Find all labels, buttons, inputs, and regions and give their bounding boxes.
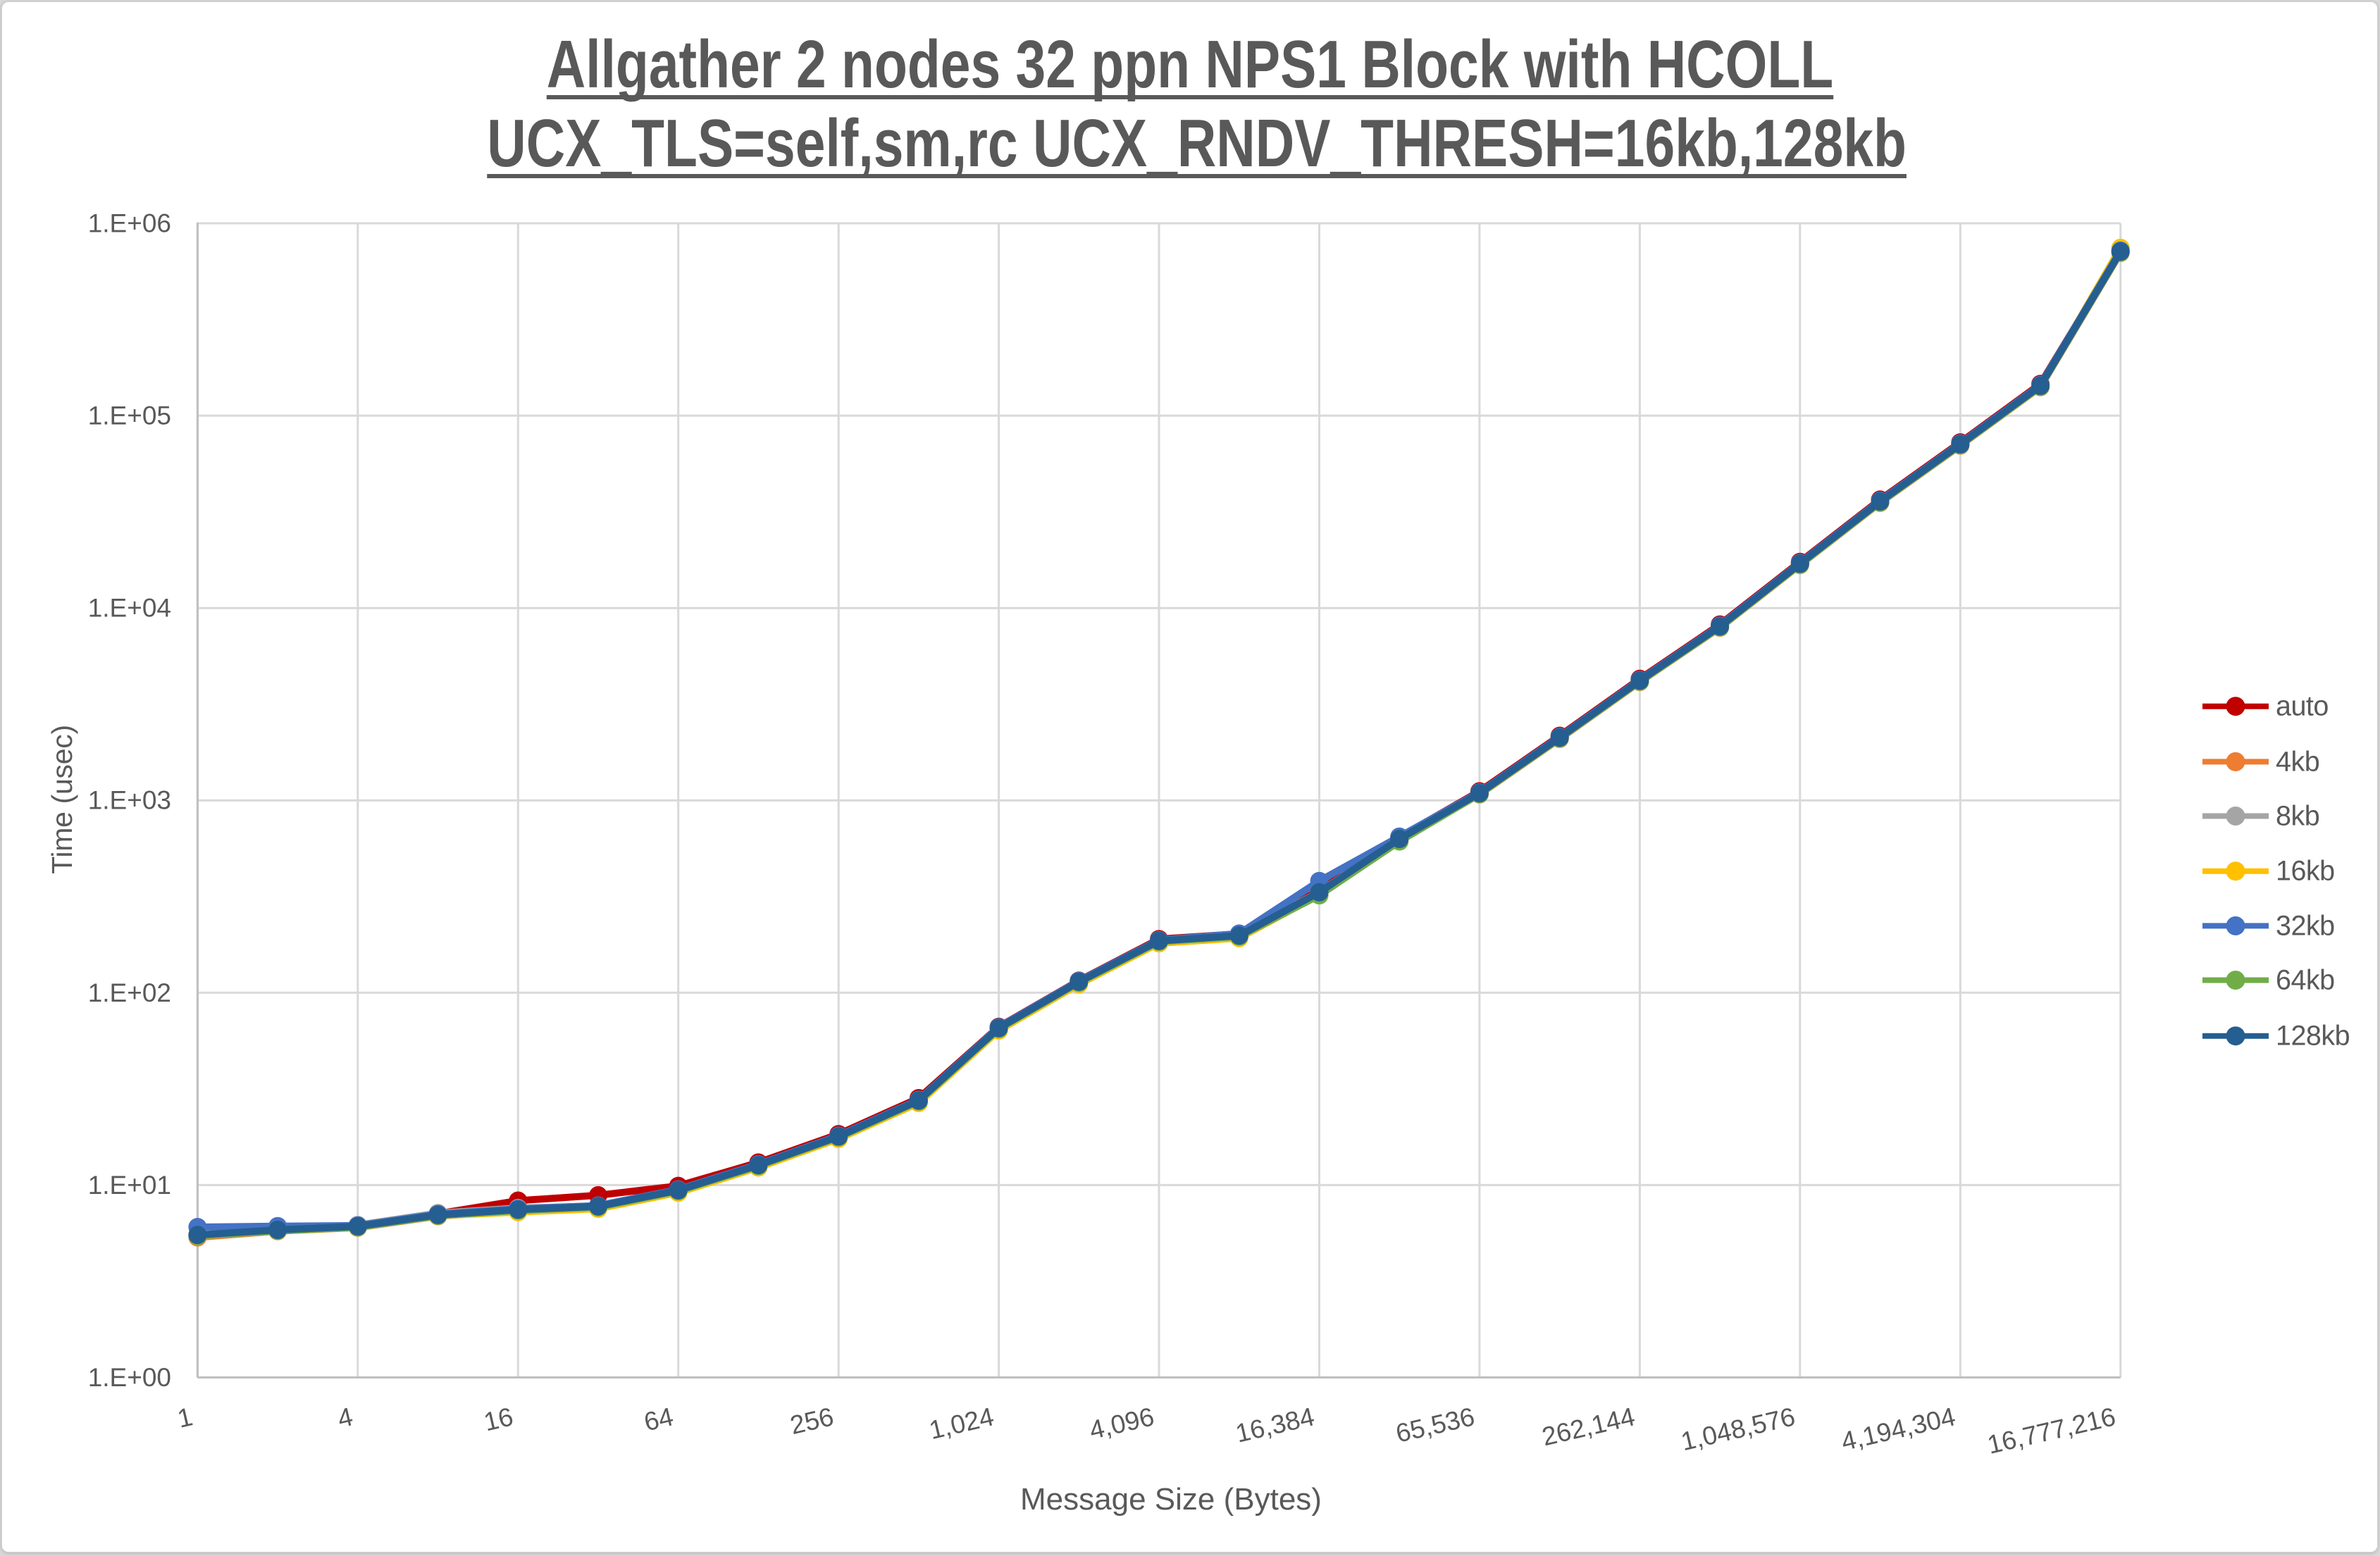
svg-text:1.E+05: 1.E+05 bbox=[88, 402, 171, 430]
svg-text:262,144: 262,144 bbox=[1539, 1402, 1638, 1451]
svg-text:16: 16 bbox=[481, 1402, 516, 1436]
svg-text:16,384: 16,384 bbox=[1233, 1402, 1317, 1448]
svg-text:4,096: 4,096 bbox=[1086, 1402, 1156, 1445]
svg-text:auto: auto bbox=[2276, 691, 2329, 722]
svg-text:64: 64 bbox=[641, 1402, 676, 1436]
svg-text:8kb: 8kb bbox=[2276, 801, 2319, 832]
svg-text:1.E+01: 1.E+01 bbox=[88, 1171, 171, 1200]
svg-text:1: 1 bbox=[175, 1402, 195, 1433]
svg-text:1.E+00: 1.E+00 bbox=[88, 1363, 171, 1392]
svg-text:Message Size (Bytes): Message Size (Bytes) bbox=[1020, 1482, 1322, 1517]
svg-text:16kb: 16kb bbox=[2276, 856, 2335, 887]
svg-text:65,536: 65,536 bbox=[1393, 1402, 1477, 1448]
svg-text:4: 4 bbox=[335, 1402, 355, 1433]
svg-text:1,048,576: 1,048,576 bbox=[1678, 1402, 1798, 1456]
svg-text:64kb: 64kb bbox=[2276, 965, 2335, 996]
svg-text:128kb: 128kb bbox=[2276, 1021, 2350, 1052]
svg-text:1.E+03: 1.E+03 bbox=[88, 786, 171, 815]
svg-text:4kb: 4kb bbox=[2276, 746, 2319, 777]
svg-text:1.E+06: 1.E+06 bbox=[88, 209, 171, 238]
svg-text:1,024: 1,024 bbox=[926, 1402, 996, 1445]
svg-text:Time (usec): Time (usec) bbox=[46, 725, 78, 874]
svg-text:1.E+04: 1.E+04 bbox=[88, 594, 171, 623]
svg-text:1.E+02: 1.E+02 bbox=[88, 978, 171, 1007]
svg-text:4,194,304: 4,194,304 bbox=[1838, 1402, 1958, 1456]
svg-text:32kb: 32kb bbox=[2276, 910, 2335, 941]
svg-text:16,777,216: 16,777,216 bbox=[1985, 1402, 2119, 1459]
svg-text:256: 256 bbox=[788, 1402, 836, 1440]
